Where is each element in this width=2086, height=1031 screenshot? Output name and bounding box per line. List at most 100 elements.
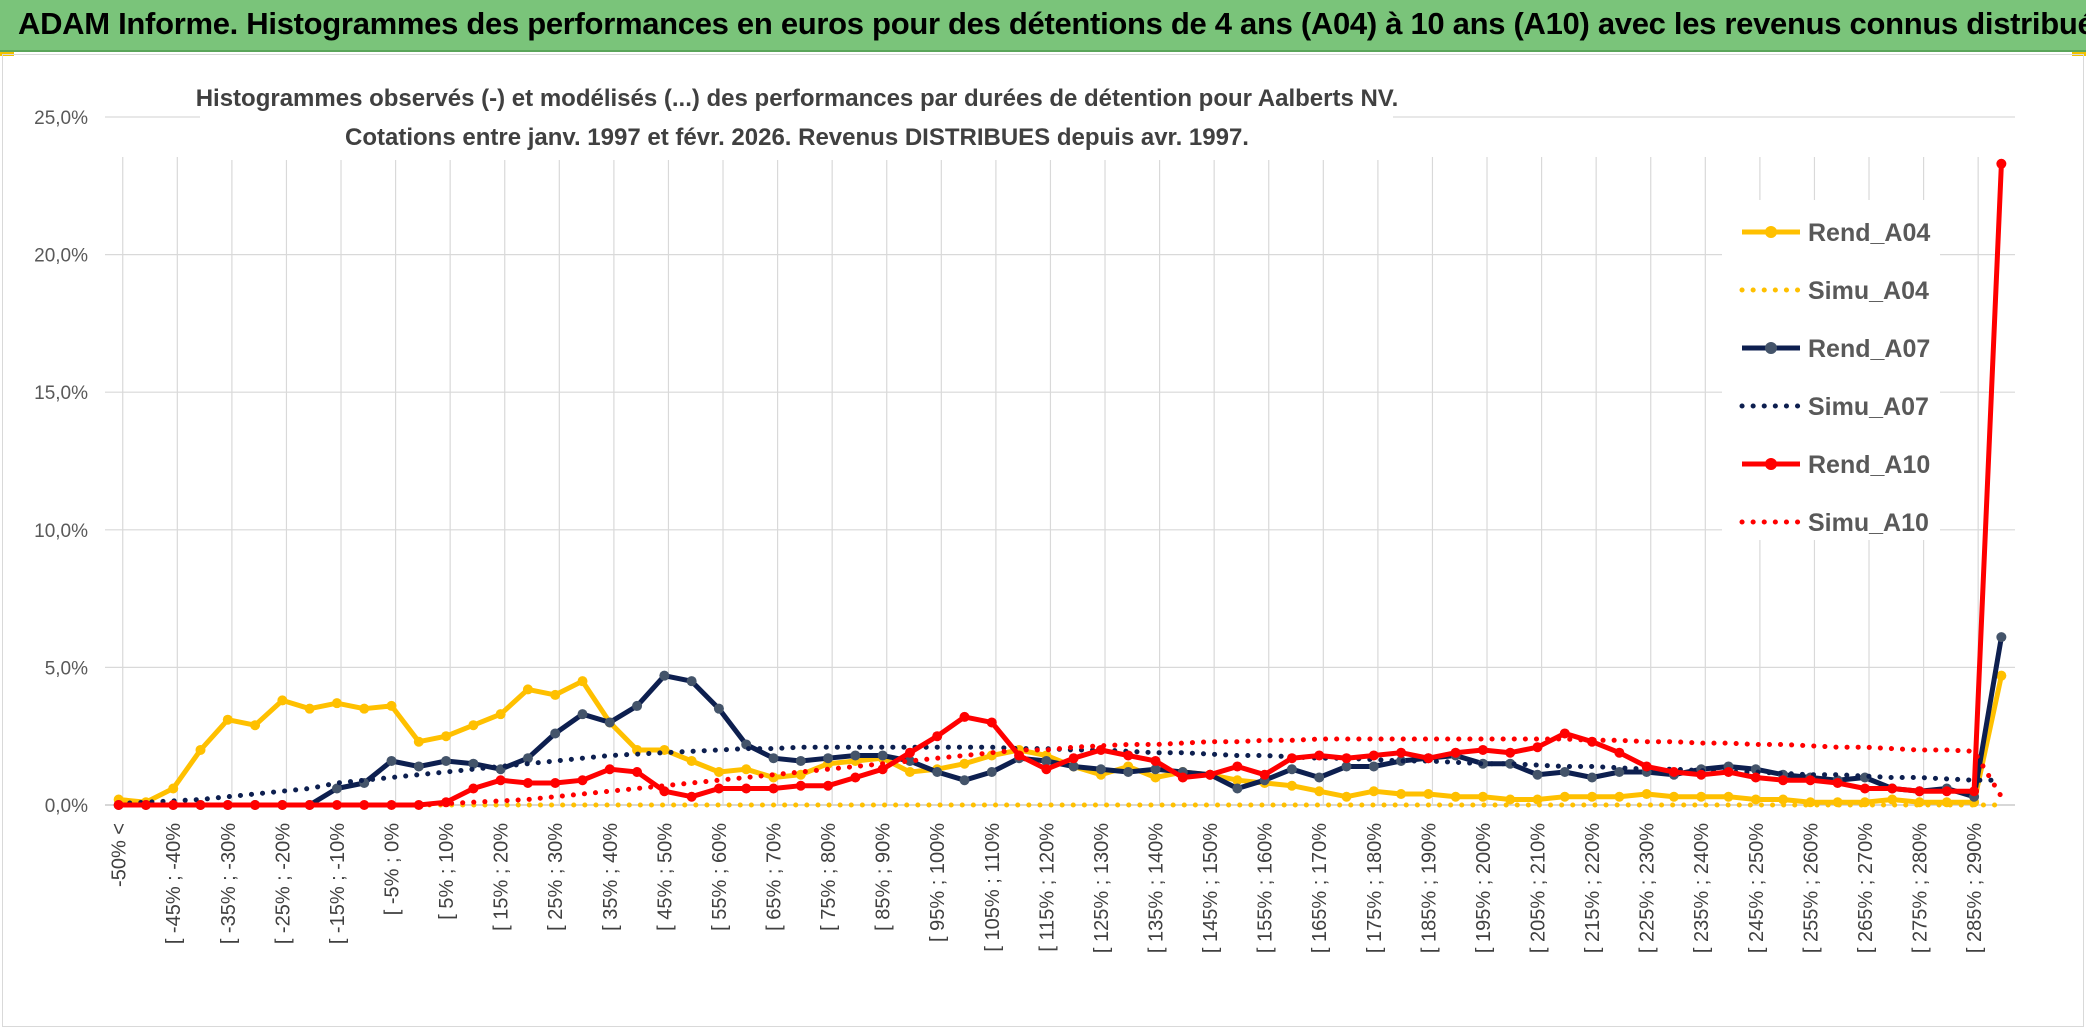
- data-point-rend-a10: [1286, 753, 1297, 764]
- data-point-rend-a07: [823, 753, 834, 764]
- data-point-rend-a10: [1614, 747, 1625, 758]
- x-tick-label: [ 225% ; 230%: [1637, 823, 1659, 953]
- data-point-rend-a04: [1150, 772, 1161, 783]
- data-point-rend-a07: [1123, 766, 1134, 777]
- data-point-rend-a10: [632, 766, 643, 777]
- x-tick-label: [ 205% ; 210%: [1528, 823, 1550, 953]
- data-point-rend-a10: [823, 780, 834, 791]
- data-point-rend-a10: [1641, 761, 1652, 772]
- data-point-rend-a10: [1805, 775, 1816, 786]
- legend-label-simu-a04: Simu_A04: [1808, 277, 1929, 305]
- data-point-rend-a07: [1068, 761, 1079, 772]
- data-point-rend-a10: [904, 747, 915, 758]
- data-point-rend-a10: [768, 783, 779, 794]
- x-tick-label: [ -25% ; -20%: [272, 823, 294, 944]
- data-point-rend-a04: [1996, 670, 2007, 681]
- data-point-rend-a10: [741, 783, 752, 794]
- data-point-rend-a10: [140, 800, 151, 810]
- data-point-rend-a04: [1696, 791, 1707, 802]
- series-line-rend-a10: [118, 163, 2004, 808]
- data-point-rend-a04: [522, 684, 533, 695]
- data-point-rend-a07: [632, 700, 643, 711]
- x-tick-label: [ 105% ; 110%: [982, 823, 1004, 952]
- data-point-rend-a10: [877, 764, 888, 775]
- data-point-rend-a04: [1887, 794, 1898, 805]
- x-tick-label: [ -35% ; -30%: [218, 823, 240, 944]
- data-point-rend-a04: [495, 709, 506, 720]
- legend-label-rend-a10: Rend_A10: [1808, 451, 1930, 479]
- x-tick-label: [ -5% ; 0%: [382, 823, 404, 915]
- series-line-rend-a04: [118, 675, 2004, 805]
- data-point-rend-a10: [195, 800, 206, 810]
- data-point-rend-a07: [795, 755, 806, 766]
- data-point-rend-a04: [413, 736, 424, 747]
- data-point-rend-a07: [659, 670, 670, 681]
- data-point-rend-a04: [1396, 788, 1407, 799]
- data-point-rend-a10: [1450, 747, 1461, 758]
- x-axis: -50% < [ -45% ; -40% [ -35% ; -30% [ -25% ;…: [109, 823, 1986, 953]
- y-tick-label: 0,0%: [45, 796, 88, 817]
- series-line-simu-a10: [116, 736, 2004, 808]
- data-point-rend-a10: [604, 764, 615, 775]
- data-point-rend-a07: [577, 709, 588, 720]
- x-tick-label: [ 255% ; 260%: [1800, 823, 1822, 953]
- legend-box: [1722, 200, 1940, 540]
- data-point-rend-a07: [1041, 755, 1052, 766]
- data-point-rend-a04: [1668, 791, 1679, 802]
- data-point-rend-a07: [1587, 772, 1598, 783]
- x-tick-label: [ 5% ; 10%: [436, 823, 458, 920]
- data-point-rend-a04: [277, 695, 288, 706]
- data-point-rend-a10: [1341, 753, 1352, 764]
- data-point-rend-a10: [1996, 158, 2007, 169]
- data-point-rend-a04: [1641, 788, 1652, 799]
- data-point-rend-a07: [386, 755, 397, 766]
- data-point-rend-a07: [1368, 761, 1379, 772]
- data-point-rend-a10: [1941, 786, 1952, 797]
- data-point-rend-a04: [686, 755, 697, 766]
- data-point-rend-a07: [1095, 764, 1106, 775]
- data-point-rend-a04: [1723, 791, 1734, 802]
- x-tick-label: [ 65% ; 70%: [764, 823, 786, 931]
- data-point-rend-a07: [959, 775, 970, 786]
- data-point-rend-a10: [1668, 766, 1679, 777]
- legend-label-simu-a07: Simu_A07: [1808, 393, 1929, 421]
- data-point-rend-a04: [195, 744, 206, 755]
- data-point-rend-a04: [1314, 786, 1325, 797]
- data-point-rend-a07: [413, 761, 424, 772]
- data-point-rend-a07: [768, 753, 779, 764]
- data-point-rend-a10: [1477, 744, 1488, 755]
- data-point-rend-a10: [1014, 750, 1025, 761]
- data-point-rend-a10: [331, 800, 342, 810]
- chart-frame: [2, 54, 2084, 1027]
- data-point-rend-a04: [168, 783, 179, 794]
- data-point-rend-a07: [1150, 764, 1161, 775]
- data-point-rend-a04: [959, 758, 970, 769]
- data-point-rend-a10: [1068, 753, 1079, 764]
- data-point-rend-a07: [1532, 769, 1543, 780]
- data-point-rend-a07: [932, 766, 943, 777]
- x-tick-label: [ 125% ; 130%: [1091, 823, 1113, 953]
- data-point-rend-a04: [1232, 775, 1243, 786]
- data-point-rend-a10: [277, 800, 288, 810]
- data-point-rend-a07: [686, 676, 697, 687]
- x-tick-label: [ 275% ; 280%: [1910, 823, 1932, 953]
- chart-title: Histogrammes observés (-) et modélisés (…: [196, 85, 1399, 112]
- data-point-rend-a07: [986, 766, 997, 777]
- x-tick-label: [ 95% ; 100%: [927, 823, 949, 942]
- data-point-rend-a07: [1505, 758, 1516, 769]
- data-point-rend-a10: [1559, 728, 1570, 739]
- data-point-rend-a07: [877, 750, 888, 761]
- data-point-rend-a04: [359, 703, 370, 714]
- data-point-rend-a10: [522, 777, 533, 788]
- legend-marker-rend-a07: [1765, 342, 1777, 354]
- data-point-rend-a10: [1205, 769, 1216, 780]
- x-tick-label: [ 285% ; 290%: [1964, 823, 1986, 953]
- data-point-rend-a04: [741, 764, 752, 775]
- data-point-rend-a04: [1532, 794, 1543, 805]
- data-point-rend-a04: [1341, 791, 1352, 802]
- data-point-rend-a04: [577, 676, 588, 687]
- data-point-rend-a10: [986, 717, 997, 728]
- report-banner: ADAM Informe. Histogrammes des performan…: [0, 0, 2086, 52]
- x-tick-label: [ 135% ; 140%: [1146, 823, 1168, 953]
- chart-title-box: [200, 76, 1393, 160]
